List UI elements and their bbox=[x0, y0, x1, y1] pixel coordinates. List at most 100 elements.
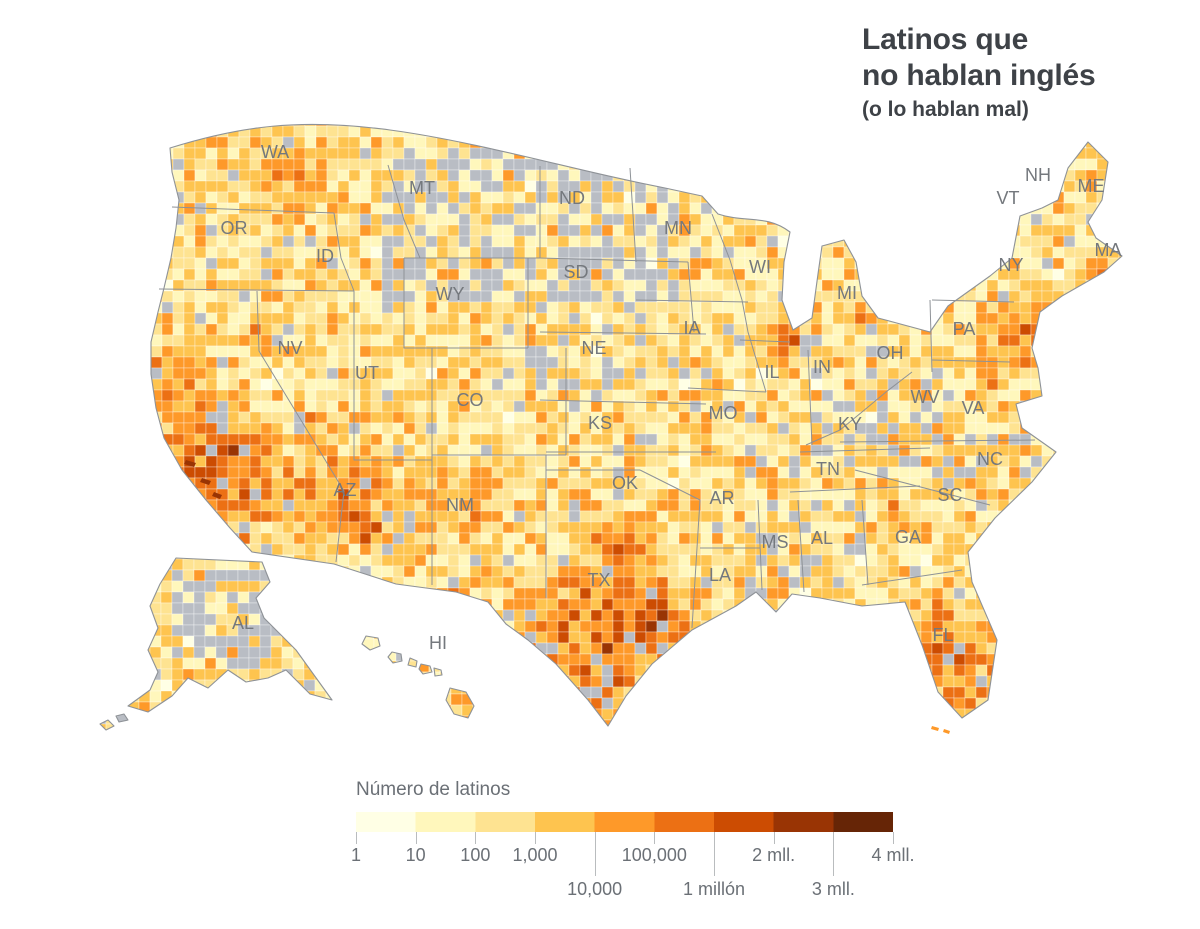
state-label-ak: AL bbox=[232, 613, 254, 633]
state-label-ok: OK bbox=[612, 473, 638, 493]
state-border-line bbox=[539, 399, 707, 405]
state-label-wv: WV bbox=[911, 387, 940, 407]
state-label-id: ID bbox=[316, 246, 334, 266]
state-label-il: IL bbox=[764, 362, 779, 382]
legend-tick bbox=[833, 832, 835, 876]
state-label-nv: NV bbox=[277, 338, 302, 358]
state-label-mi: MI bbox=[837, 283, 857, 303]
us-choropleth-map: WA MT ND MN VT NH ME OR ID WI SD MI NY MA WY IA PA NE NV OH… bbox=[99, 123, 1123, 734]
state-border-line bbox=[639, 469, 701, 629]
state-label-co: CO bbox=[457, 390, 484, 410]
state-border-line bbox=[805, 371, 913, 446]
state-border-line bbox=[256, 290, 345, 563]
legend-title: Número de latinos bbox=[356, 779, 511, 800]
legend-tick-label: 100 bbox=[460, 845, 491, 865]
legend-tick-label: 1 bbox=[350, 845, 362, 865]
state-label-wa: WA bbox=[261, 142, 289, 162]
state-label-tx: TX bbox=[587, 570, 610, 590]
state-border-line bbox=[333, 212, 355, 292]
state-label-mo: MO bbox=[709, 403, 738, 423]
state-label-ia: IA bbox=[683, 318, 700, 338]
state-label-ga: GA bbox=[895, 527, 921, 547]
legend-tick-label: 2 mll. bbox=[752, 845, 796, 865]
state-border-line bbox=[687, 387, 767, 393]
state-label-nc: NC bbox=[977, 449, 1003, 469]
county-cells bbox=[362, 636, 474, 718]
legend-tick-label: 100,000 bbox=[621, 845, 687, 865]
legend-tick-label: 3 mll. bbox=[811, 879, 855, 899]
state-label-pa: PA bbox=[953, 319, 976, 339]
state-border-line bbox=[629, 167, 637, 263]
state-border-line bbox=[931, 359, 1011, 363]
state-border-line bbox=[539, 257, 689, 263]
state-label-mn: MN bbox=[664, 218, 692, 238]
state-label-vt: VT bbox=[996, 188, 1019, 208]
state-border-line bbox=[861, 499, 869, 586]
legend-tick bbox=[356, 832, 357, 844]
state-borders bbox=[158, 164, 1036, 629]
channel-islands bbox=[184, 460, 222, 499]
legend-tick bbox=[535, 832, 536, 844]
state-border-line bbox=[539, 331, 707, 335]
state-label-ms: MS bbox=[762, 532, 789, 552]
legend-tick bbox=[415, 832, 417, 844]
state-border-line bbox=[839, 439, 1036, 443]
state-label-hi: HI bbox=[429, 633, 447, 653]
state-label-nm: NM bbox=[446, 495, 474, 515]
state-label-ne: NE bbox=[581, 338, 606, 358]
state-label-tn: TN bbox=[816, 459, 840, 479]
state-label-wi: WI bbox=[749, 257, 771, 277]
state-label-mt: MT bbox=[409, 178, 435, 198]
state-border-line bbox=[403, 258, 528, 349]
state-border-line bbox=[687, 261, 695, 333]
coastline bbox=[99, 123, 1123, 734]
state-label-ar: AR bbox=[709, 488, 734, 508]
state-label-oh: OH bbox=[877, 343, 904, 363]
state-label-sd: SD bbox=[563, 262, 588, 282]
legend-tick bbox=[654, 832, 656, 844]
legend-tick bbox=[475, 832, 477, 844]
county-cells bbox=[100, 558, 332, 730]
state-label-ny: NY bbox=[998, 255, 1023, 275]
state-label-ks: KS bbox=[588, 413, 612, 433]
state-label-fl: FL bbox=[932, 625, 953, 645]
legend-tick bbox=[773, 832, 775, 844]
state-label-az: AZ bbox=[333, 480, 356, 500]
state-border-line bbox=[929, 299, 933, 373]
title-line-3: (o lo hablan mal) bbox=[862, 98, 1029, 121]
legend-tick bbox=[893, 832, 894, 844]
state-border-line bbox=[931, 299, 1015, 303]
legend-tick-label: 1 millón bbox=[682, 879, 746, 899]
county-mosaic bbox=[100, 124, 1122, 730]
state-label-wy: WY bbox=[436, 284, 465, 304]
state-border-line bbox=[757, 499, 763, 591]
state-border-line bbox=[799, 447, 931, 453]
state-border-line bbox=[739, 339, 791, 343]
title-line-1: Latinos que bbox=[862, 23, 1029, 56]
state-label-va: VA bbox=[962, 398, 985, 418]
legend-tick bbox=[714, 832, 715, 876]
state-border-line bbox=[807, 349, 813, 446]
state-label-me: ME bbox=[1078, 176, 1105, 196]
state-label-la: LA bbox=[709, 565, 731, 585]
state-border-line bbox=[854, 469, 991, 506]
state-label-sc: SC bbox=[937, 485, 962, 505]
state-label-in: IN bbox=[813, 357, 831, 377]
florida-keys bbox=[931, 726, 950, 734]
legend-tick-label: 10 bbox=[405, 845, 426, 865]
state-border-line bbox=[797, 499, 805, 593]
legend-tick bbox=[594, 832, 596, 876]
legend-tick-label: 4 mll. bbox=[871, 845, 915, 865]
map-title: Latinos que no hablan inglés (o lo habla… bbox=[862, 22, 1192, 124]
state-label-ky: KY bbox=[838, 414, 862, 434]
state-label-al: AL bbox=[811, 528, 833, 548]
state-border-line bbox=[171, 206, 335, 214]
state-border-line bbox=[711, 213, 767, 393]
legend-colorbar bbox=[356, 812, 893, 832]
state-border-line bbox=[353, 291, 432, 461]
legend-tick-label: 1,000 bbox=[512, 845, 558, 865]
state-border-line bbox=[158, 288, 355, 292]
state-label-nd: ND bbox=[559, 188, 585, 208]
state-border-line bbox=[789, 485, 921, 493]
